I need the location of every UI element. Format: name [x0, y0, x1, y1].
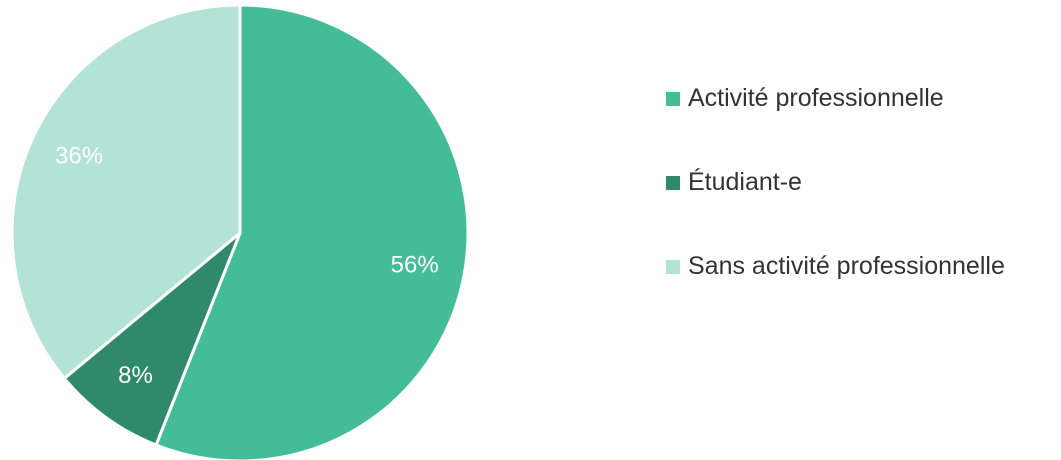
legend-swatch — [666, 176, 680, 190]
legend: Activité professionnelle Étudiant-e Sans a… — [666, 80, 1056, 332]
legend-item: Activité professionnelle — [666, 80, 1056, 116]
pie-slice — [10, 3, 242, 381]
data-label: 8% — [118, 362, 153, 389]
legend-label: Sans activité professionnelle — [688, 252, 1005, 280]
pie-slice — [154, 3, 470, 460]
legend-item: Sans activité professionnelle — [666, 248, 1056, 284]
pie-slice — [62, 231, 242, 447]
legend-label: Étudiant-e — [688, 168, 802, 196]
legend-item: Étudiant-e — [666, 164, 1056, 200]
data-label: 56% — [391, 252, 439, 279]
legend-swatch — [666, 260, 680, 274]
data-label: 36% — [55, 143, 103, 170]
legend-label: Activité professionnelle — [688, 84, 944, 112]
legend-swatch — [666, 92, 680, 106]
